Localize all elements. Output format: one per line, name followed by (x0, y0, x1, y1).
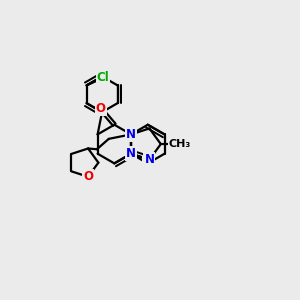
Text: Cl: Cl (97, 71, 109, 84)
Text: CH₃: CH₃ (169, 139, 191, 149)
Text: N: N (126, 128, 136, 141)
Text: O: O (83, 170, 93, 183)
Text: O: O (96, 102, 106, 116)
Text: N: N (126, 128, 136, 141)
Text: N: N (126, 147, 136, 160)
Text: N: N (143, 157, 153, 170)
Text: N: N (144, 153, 154, 166)
